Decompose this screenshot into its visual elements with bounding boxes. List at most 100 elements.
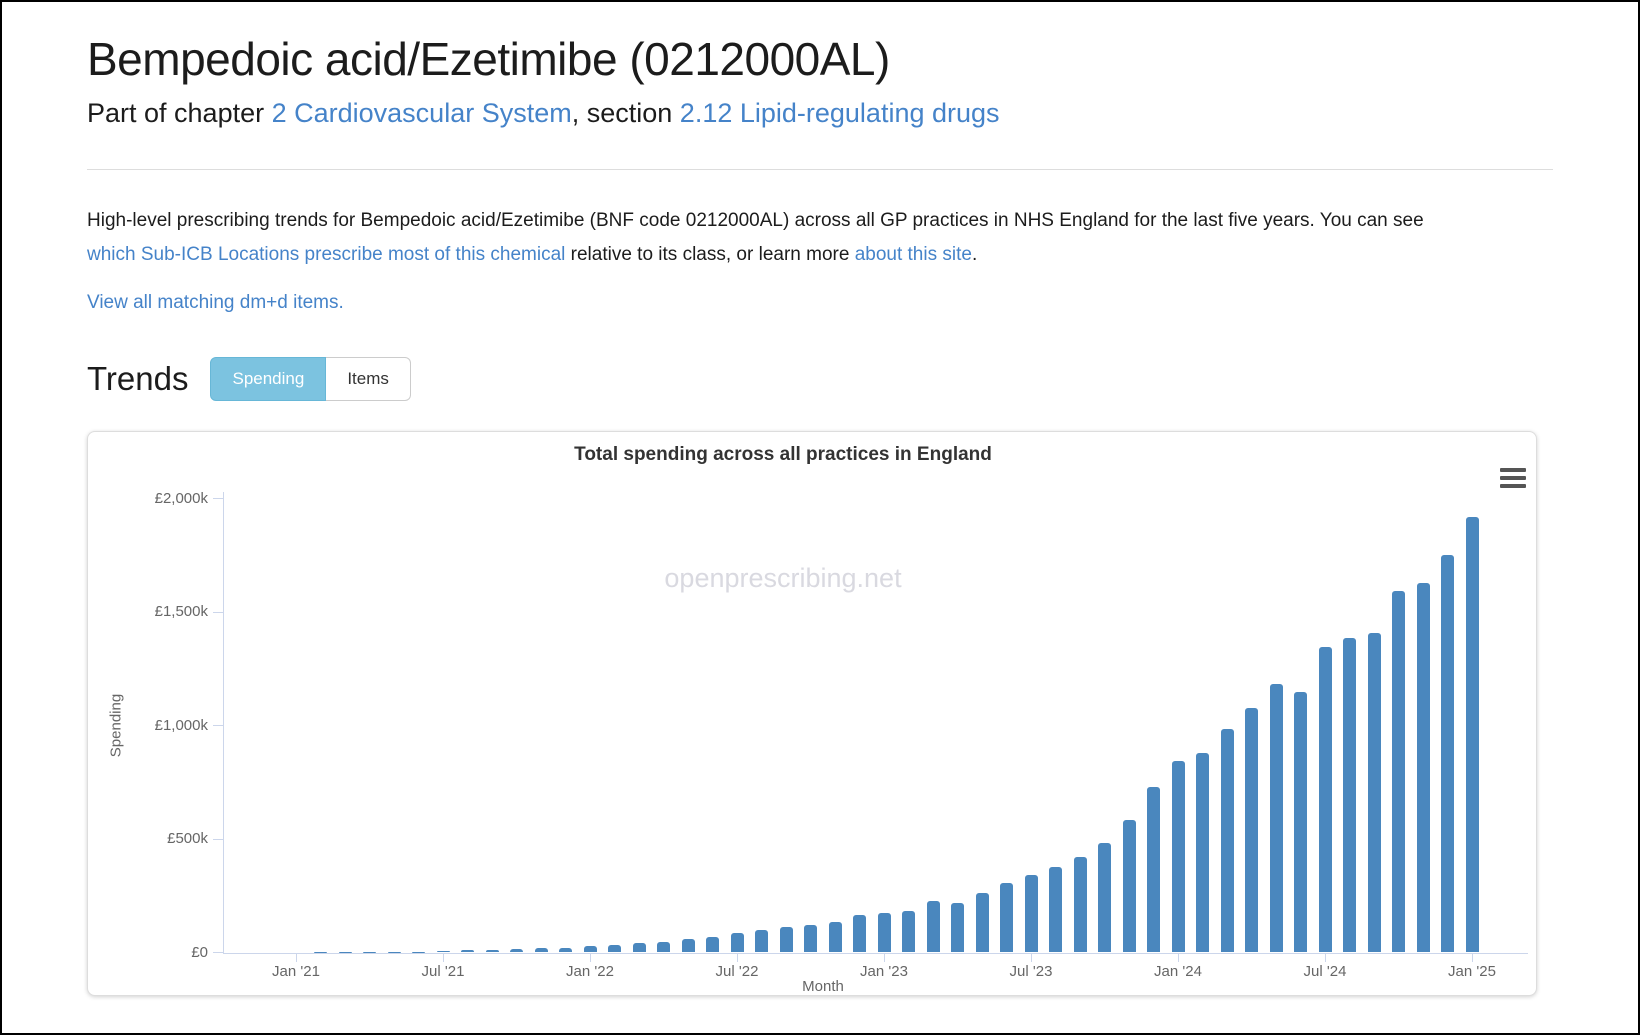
chart-menu-icon-bar: [1500, 476, 1526, 480]
chart-bar-oct-21[interactable]: [510, 949, 523, 953]
subtitle-middle: , section: [571, 98, 680, 128]
y-axis-tick: [213, 611, 223, 613]
chart-bar-sep-23[interactable]: [1073, 856, 1087, 953]
chart-bar-oct-23[interactable]: [1098, 842, 1111, 953]
chart-bar-feb-24[interactable]: [1196, 752, 1209, 953]
y-axis-tick-label: £1,500k: [154, 603, 208, 620]
chart-bar-jan-23[interactable]: [877, 913, 891, 953]
chart-bar-mar-24[interactable]: [1220, 729, 1234, 953]
about-this-site-link[interactable]: about this site: [854, 244, 972, 265]
x-axis-tick: [589, 953, 591, 962]
chart-bar-aug-23[interactable]: [1049, 866, 1062, 953]
watermark: openprescribing.net: [664, 563, 902, 593]
chapter-link[interactable]: 2 Cardiovascular System: [271, 98, 572, 128]
trends-heading: Trends: [87, 360, 189, 397]
chart-bar-aug-21[interactable]: [461, 950, 474, 953]
chart-bar-dec-21[interactable]: [559, 947, 572, 953]
spending-tab-button[interactable]: Spending: [210, 357, 327, 401]
y-axis-tick: [213, 498, 223, 499]
chart-bar-jun-24[interactable]: [1294, 691, 1307, 953]
chart-bar-sep-21[interactable]: [485, 949, 499, 953]
chart-bar-dec-23[interactable]: [1147, 786, 1160, 953]
y-axis-tick-label: £500k: [167, 830, 208, 847]
chart-bar-mar-23[interactable]: [926, 900, 940, 953]
dmd-items-link[interactable]: View all matching dm+d items.: [87, 292, 344, 313]
chart-title: Total spending across all practices in E…: [574, 444, 992, 465]
chart-bar-apr-24[interactable]: [1245, 708, 1258, 953]
intro-text-1: High-level prescribing trends for Bemped…: [87, 210, 1424, 231]
y-axis-line: [223, 492, 224, 953]
chart-bar-apr-22[interactable]: [657, 941, 670, 953]
chart-bar-sep-22[interactable]: [779, 927, 793, 953]
x-axis-tick: [1177, 953, 1179, 962]
y-axis-tick-label: £0: [191, 943, 208, 961]
y-axis-tick: [213, 838, 223, 840]
x-axis-tick-label: Jan '22: [566, 963, 614, 980]
y-axis-tick-label: £2,000k: [154, 489, 208, 507]
chart-bar-may-24[interactable]: [1269, 684, 1283, 953]
chart-bar-jul-23[interactable]: [1024, 875, 1038, 953]
chart-bar-may-22[interactable]: [681, 939, 695, 953]
chart-bar-jul-21[interactable]: [436, 951, 450, 953]
x-axis-tick: [736, 953, 738, 962]
chart-bar-may-23[interactable]: [975, 892, 989, 953]
y-axis-tick: [213, 725, 223, 726]
chart-bar-may-21[interactable]: [387, 951, 401, 953]
x-axis-tick-label: Jul '22: [715, 963, 759, 980]
chart-bar-jun-23[interactable]: [1000, 883, 1013, 953]
x-axis-tick-label: Jan '25: [1448, 963, 1496, 980]
spending-items-toggle: Spending Items: [210, 357, 411, 401]
chart-bar-jul-24[interactable]: [1318, 646, 1332, 953]
x-axis-tick-label: Jul '23: [1009, 963, 1053, 980]
chart-bar-oct-22[interactable]: [804, 925, 817, 953]
x-axis-tick-label: Jan '21: [272, 963, 320, 980]
chart-bar-jul-22[interactable]: [730, 933, 744, 953]
chart-bar-nov-23[interactable]: [1122, 819, 1136, 953]
chart-bar-jun-22[interactable]: [706, 936, 719, 953]
sub-icb-locations-link[interactable]: which Sub-ICB Locations prescribe most o…: [87, 244, 566, 265]
chart-bar-dec-24[interactable]: [1441, 555, 1454, 953]
chart-bar-sep-24[interactable]: [1367, 632, 1381, 953]
chart-bar-feb-23[interactable]: [902, 910, 915, 953]
chart-bar-apr-23[interactable]: [951, 903, 964, 953]
chart-bar-dec-22[interactable]: [853, 915, 866, 953]
chart-bar-feb-22[interactable]: [608, 945, 621, 953]
section-link[interactable]: 2.12 Lipid-regulating drugs: [679, 98, 1000, 128]
page-title: Bempedoic acid/Ezetimibe (0212000AL): [87, 33, 890, 85]
x-axis-tick-label: Jul '24: [1303, 963, 1347, 980]
x-axis-tick: [1471, 953, 1473, 962]
divider: [87, 169, 1553, 170]
x-axis-tick-label: Jul '21: [421, 963, 465, 980]
chart-bar-aug-24[interactable]: [1343, 637, 1356, 953]
chart-bar-oct-24[interactable]: [1392, 590, 1405, 953]
x-axis-tick: [295, 953, 297, 962]
chart-bar-mar-22[interactable]: [632, 943, 646, 953]
spending-chart-card: Total spending across all practices in E…: [87, 431, 1537, 996]
chart-bar-nov-22[interactable]: [828, 921, 842, 953]
x-axis-line: [223, 952, 1528, 954]
intro-text-3: .: [971, 244, 978, 265]
x-axis-tick: [1324, 953, 1326, 962]
x-axis-title: Month: [802, 978, 844, 995]
chart-bar-jan-22[interactable]: [583, 946, 597, 953]
y-axis-tick: [213, 952, 223, 953]
x-axis-tick: [1030, 953, 1032, 962]
chart-bar-jan-25[interactable]: [1465, 516, 1479, 953]
chart-menu-icon-bar: [1500, 484, 1526, 488]
chart-bar-aug-22[interactable]: [755, 930, 768, 953]
y-axis-tick-label: £1,000k: [154, 716, 208, 734]
chart-bar-nov-21[interactable]: [534, 948, 548, 953]
subtitle-prefix: Part of chapter: [87, 98, 272, 128]
chart-bar-jan-24[interactable]: [1171, 760, 1185, 953]
chart-bar-nov-24[interactable]: [1416, 583, 1430, 953]
trends-section-header: Trends Spending Items: [87, 357, 1553, 401]
page-subtitle: Part of chapter 2 Cardiovascular System,…: [87, 98, 1553, 129]
x-axis-tick: [442, 953, 444, 962]
chart-bar-jun-21[interactable]: [412, 951, 425, 953]
intro-paragraph: High-level prescribing trends for Bemped…: [87, 204, 1472, 272]
chart-menu-icon[interactable]: [1500, 468, 1526, 488]
items-tab-button[interactable]: Items: [326, 357, 411, 401]
x-axis-tick-label: Jan '24: [1154, 963, 1202, 980]
x-axis-tick: [883, 953, 885, 962]
chart-menu-icon-bar: [1500, 468, 1526, 472]
